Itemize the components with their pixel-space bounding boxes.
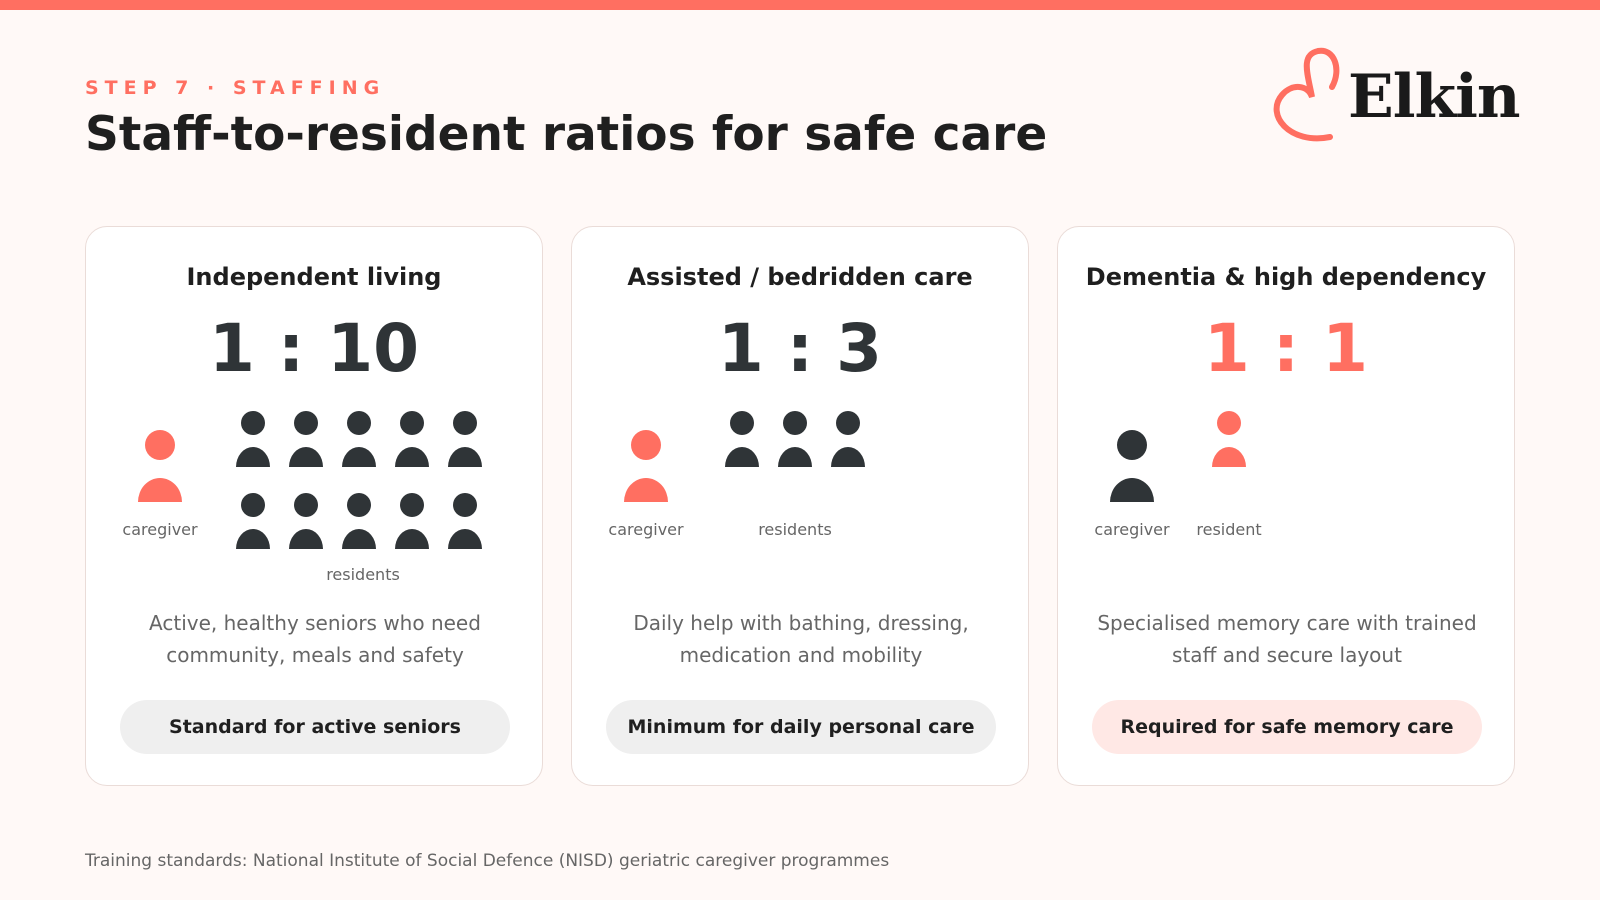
source-footnote: Training standards: National Institute o… <box>85 851 890 871</box>
card-assisted-care: Assisted / bedridden care 1 : 3 caregive… <box>571 226 1029 786</box>
step-eyebrow: STEP 7 · STAFFING <box>85 77 386 99</box>
person-icon <box>725 411 759 467</box>
standard-badge: Standard for active seniors <box>120 700 510 754</box>
card-title: Dementia & high dependency <box>1085 263 1487 291</box>
brand-name: Elkin <box>1348 62 1521 132</box>
caregiver-label: caregiver <box>1094 520 1170 539</box>
card-title: Independent living <box>186 263 442 291</box>
required-badge: Required for safe memory care <box>1092 700 1482 754</box>
person-icon <box>342 493 376 549</box>
person-icon <box>395 411 429 467</box>
minimum-badge: Minimum for daily personal care <box>606 700 996 754</box>
card-description: Daily help with bathing, dressing, medic… <box>633 611 969 667</box>
card-dementia-care: Dementia & high dependency 1 : 1 caregiv… <box>1057 226 1515 786</box>
page-title: Staff-to-resident ratios for safe care <box>85 107 1048 162</box>
residents-label: residents <box>326 565 400 584</box>
ratio-value: 1 : 10 <box>208 310 420 387</box>
person-icon <box>236 493 270 549</box>
person-icon <box>1212 411 1246 467</box>
card-title: Assisted / bedridden care <box>627 263 973 291</box>
caregiver-label: caregiver <box>122 520 198 539</box>
residents-label: residents <box>758 520 832 539</box>
person-icon <box>1110 430 1154 502</box>
top-accent-bar <box>0 0 1600 10</box>
person-icon <box>289 493 323 549</box>
person-icon <box>778 411 812 467</box>
person-icon <box>289 411 323 467</box>
person-icon <box>236 411 270 467</box>
ratio-value: 1 : 1 <box>1203 310 1369 387</box>
brand-logo[interactable]: Elkin <box>1270 40 1530 150</box>
card-independent-living: Independent living 1 : 10 caregiver resi… <box>85 226 543 786</box>
ratio-value: 1 : 3 <box>717 310 883 387</box>
card-description: Active, healthy seniors who need communi… <box>149 611 481 667</box>
person-icon <box>138 430 182 502</box>
person-icon <box>395 493 429 549</box>
person-icon <box>624 430 668 502</box>
caregiver-label: caregiver <box>608 520 684 539</box>
heart-outline-icon <box>1273 47 1340 142</box>
residents-label: resident <box>1196 520 1262 539</box>
card-description: Specialised memory care with trained sta… <box>1097 611 1477 667</box>
person-icon <box>831 411 865 467</box>
person-icon <box>342 411 376 467</box>
person-icon <box>448 411 482 467</box>
person-icon <box>448 493 482 549</box>
